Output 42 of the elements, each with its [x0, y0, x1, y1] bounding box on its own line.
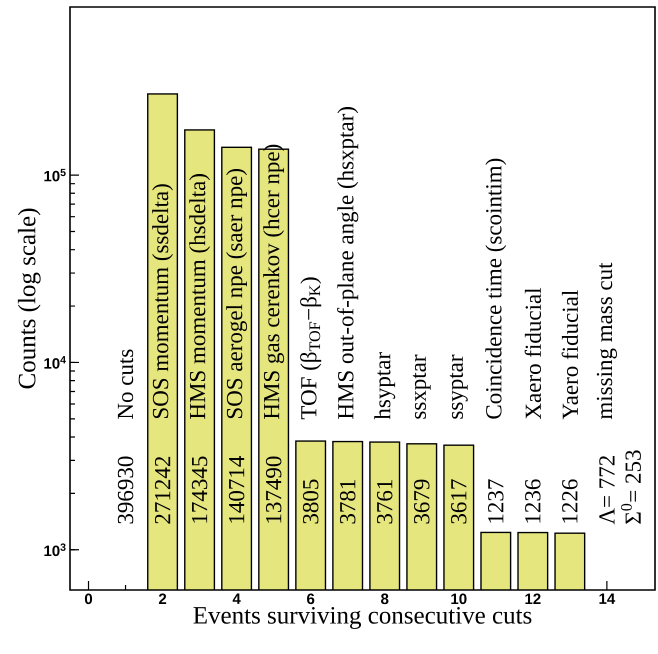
annotation: Xaero fiducial [524, 288, 542, 420]
annotation: 396930 [118, 456, 134, 524]
x-tick-label: 0 [84, 594, 92, 604]
data-label: 3805 [302, 480, 318, 524]
annotation: missing mass cut [596, 262, 617, 420]
x-tick-label: 10 [451, 594, 466, 604]
data-label: 1226 [562, 479, 578, 523]
annotation: No cuts [118, 350, 134, 419]
annotation: hsyptar [374, 352, 396, 420]
x-tick-label: 2 [158, 594, 166, 604]
annotation: SOS aerogel npe (saer npe) [226, 169, 248, 418]
x-tick-label: 12 [525, 594, 541, 604]
x-axis-title: Events surviving consecutive cuts [193, 606, 532, 629]
annotation: Λ= 772 [599, 456, 614, 524]
y-tick-label: 10$^{5}$ [44, 168, 66, 182]
annotation: HMS gas cerenkov (hcer npe) [263, 144, 284, 419]
annotation: Coincidence time (scointim) [485, 158, 506, 419]
data-label: 3679 [414, 480, 430, 524]
annotation: SOS momentum (ssdelta) [152, 184, 173, 418]
data-label: 3781 [340, 480, 356, 524]
data-label: 3617 [451, 479, 466, 524]
data-label: 3761 [376, 480, 392, 524]
y-tick-label: 10$^{3}$ [44, 543, 66, 556]
annotation: ssxptar [412, 354, 431, 419]
annotation: Yaero fiducial [562, 290, 578, 420]
data-label: 1237 [488, 479, 504, 523]
x-tick-label: 4 [232, 594, 241, 604]
annotation: HMS momentum (hsdelta) [189, 174, 210, 419]
data-label: 174345 [192, 456, 208, 523]
x-tick-label: 6 [307, 594, 314, 604]
annotation: ssyptar [450, 354, 468, 419]
data-label: 140714 [228, 456, 244, 523]
x-tick-label: 8 [381, 594, 388, 604]
x-tick-label: 14 [599, 594, 616, 604]
y-axis-title: Counts (log scale) [18, 208, 41, 388]
y-tick-label: 10$^{4}$ [44, 356, 66, 369]
data-label: 271242 [154, 456, 170, 524]
annotation: TOF (β$_{TOF}$−β$_{K}$) [300, 277, 322, 420]
annotation: Σ$^{0}$= 253 [620, 450, 641, 524]
annotation: HMS out-of-plane angle (hsxptar) [337, 107, 358, 419]
data-label: 1236 [525, 479, 541, 523]
data-label: 137490 [266, 456, 282, 523]
